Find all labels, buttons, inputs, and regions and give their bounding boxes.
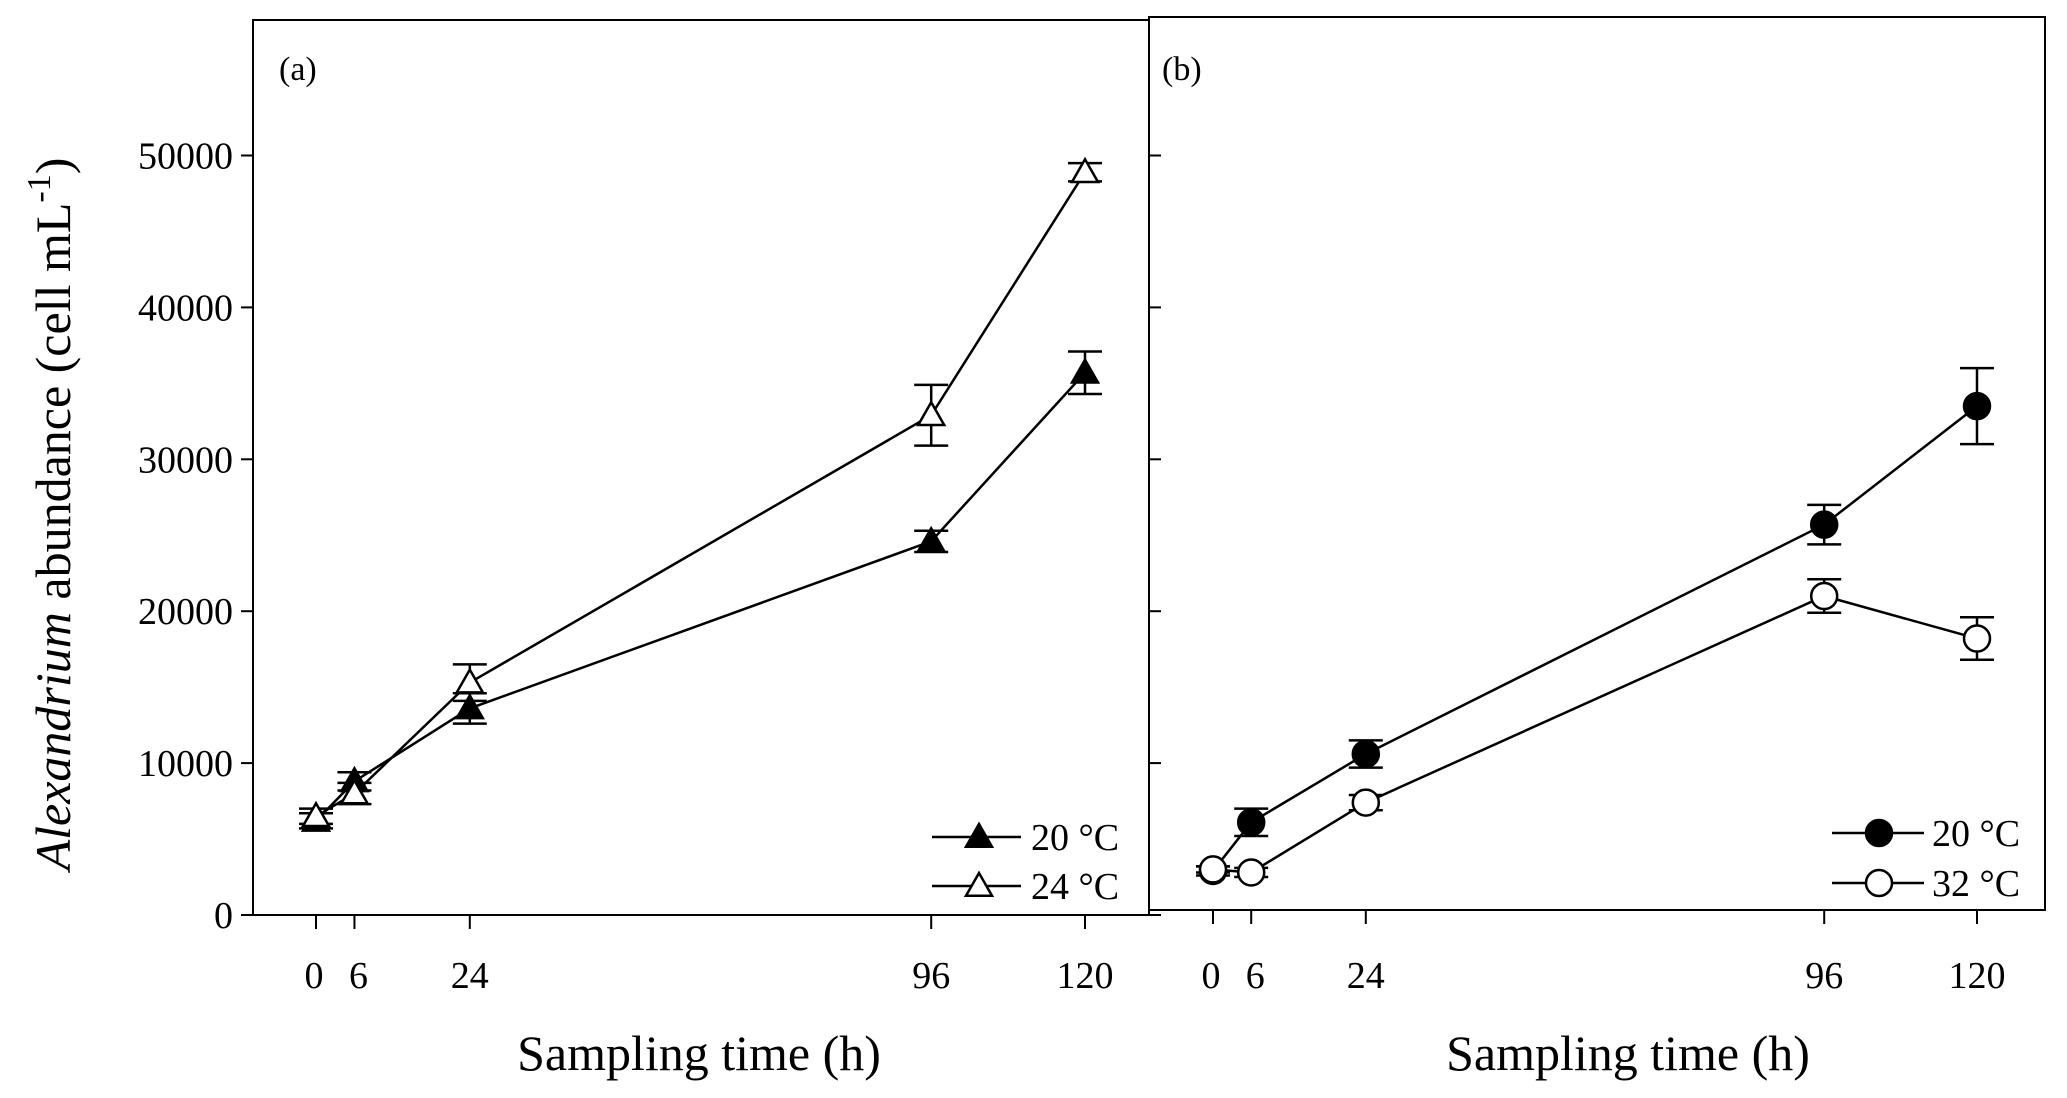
series-line [1212, 594, 1978, 874]
legend-marker [963, 821, 995, 848]
x-axis-title: Sampling time (h) [517, 1025, 881, 1081]
x-tick-label: 96 [912, 955, 950, 997]
series-line [1212, 405, 1978, 872]
legend-label: 20 °C [1031, 817, 1119, 859]
x-tick-label: 120 [1949, 955, 2006, 997]
data-point [1351, 788, 1381, 817]
x-tick-label: 24 [1347, 955, 1385, 997]
legend-label: 32 °C [1932, 863, 2020, 905]
legend-item: 32 °C [1832, 863, 2020, 905]
data-point [1351, 739, 1381, 769]
y-axis-title: Alexandrium abundance (cell mL-1) [21, 158, 81, 874]
x-tick-label: 120 [1057, 955, 1114, 997]
legend-item: 20 °C [932, 817, 1119, 859]
y-tick-label: 10000 [138, 743, 233, 785]
panel-label: (a) [279, 51, 317, 88]
plot-frame [1148, 16, 2046, 911]
series-20c [299, 350, 1102, 832]
panel-label: (b) [1162, 51, 1202, 88]
legend-label: 24 °C [1031, 866, 1119, 908]
x-tick-label: 0 [305, 955, 324, 997]
series-line [315, 371, 1086, 822]
data-point [454, 692, 485, 720]
y-tick-label: 30000 [138, 439, 233, 481]
y-tick-label: 0 [214, 895, 233, 937]
x-tick-label: 6 [349, 955, 368, 997]
data-point [1809, 510, 1839, 539]
series-32c [1196, 578, 1994, 887]
data-point [300, 800, 332, 828]
legend-marker [1864, 868, 1894, 898]
data-point [916, 525, 947, 553]
x-axis-title: Sampling time (h) [1446, 1025, 1810, 1081]
series-20c [1196, 366, 1994, 886]
data-point [1198, 855, 1228, 884]
x-tick-label: 24 [451, 955, 489, 997]
x-tick-label: 96 [1805, 955, 1843, 997]
y-tick-label: 20000 [138, 591, 233, 633]
data-point [1962, 391, 1992, 421]
data-point [1962, 624, 1992, 653]
legend-label: 20 °C [1932, 813, 2020, 855]
data-point [1069, 357, 1101, 384]
series-line [315, 171, 1087, 818]
data-point [916, 399, 947, 427]
data-point [1236, 858, 1266, 887]
legend-marker [1864, 818, 1894, 848]
data-point [1069, 156, 1101, 184]
data-point [1236, 808, 1266, 837]
x-tick-label: 6 [1246, 955, 1265, 997]
data-point [1809, 581, 1839, 611]
data-point [339, 777, 370, 805]
plot-frame [252, 19, 1150, 916]
legend-marker [963, 870, 995, 897]
series-24c [299, 156, 1102, 828]
data-point [454, 667, 485, 694]
x-tick-label: 0 [1202, 955, 1221, 997]
legend-item: 20 °C [1832, 813, 2020, 855]
y-tick-label: 50000 [138, 136, 233, 178]
panel-b: (b) 0 6 24 96 120 Sampling time (h) 20 °C 32 °C [1148, 16, 2046, 1081]
legend-item: 24 °C [932, 866, 1119, 908]
y-tick-label: 40000 [138, 287, 233, 329]
